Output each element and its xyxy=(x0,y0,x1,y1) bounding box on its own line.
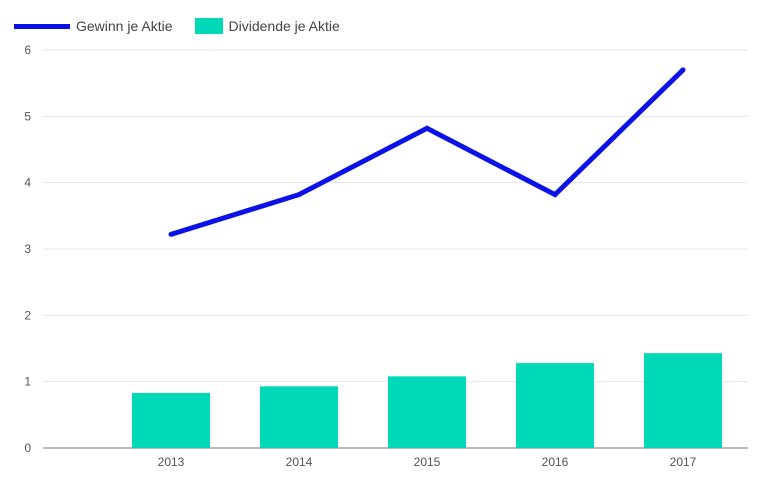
x-tick-label-2017: 2017 xyxy=(670,455,697,469)
y-tick-label-6: 6 xyxy=(24,43,31,57)
y-tick-label-4: 4 xyxy=(24,176,31,190)
x-tick-label-2014: 2014 xyxy=(286,455,313,469)
legend-item-dividende[interactable]: Dividende je Aktie xyxy=(194,18,340,34)
y-tick-label-1: 1 xyxy=(24,375,31,389)
bar-dividende-2016[interactable] xyxy=(516,363,594,448)
point-gewinn-2017[interactable] xyxy=(680,67,686,73)
bar-dividende-2015[interactable] xyxy=(388,376,466,448)
point-gewinn-2014[interactable] xyxy=(296,192,302,198)
y-tick-label-2: 2 xyxy=(24,308,31,322)
bar-dividende-2017[interactable] xyxy=(644,353,722,448)
line-series-gewinn[interactable] xyxy=(170,68,685,237)
x-tick-label-2016: 2016 xyxy=(542,455,569,469)
point-gewinn-2015[interactable] xyxy=(424,125,430,131)
x-tick-label-2013: 2013 xyxy=(158,455,185,469)
bar-dividende-2013[interactable] xyxy=(132,392,210,448)
legend: Gewinn je Aktie Dividende je Aktie xyxy=(14,18,362,34)
y-tick-label-5: 5 xyxy=(24,109,31,123)
legend-label-dividende: Dividende je Aktie xyxy=(228,18,340,34)
legend-item-gewinn[interactable]: Gewinn je Aktie xyxy=(14,18,173,34)
legend-swatch-gewinn xyxy=(14,23,70,29)
x-tick-label-2015: 2015 xyxy=(414,455,441,469)
point-gewinn-2016[interactable] xyxy=(552,192,558,198)
point-gewinn-2013[interactable] xyxy=(168,231,174,237)
bar-dividende-2014[interactable] xyxy=(260,386,338,448)
legend-label-gewinn: Gewinn je Aktie xyxy=(76,18,173,34)
y-tick-label-3: 3 xyxy=(24,242,31,256)
y-tick-label-0: 0 xyxy=(24,441,31,455)
legend-swatch-dividende xyxy=(194,18,223,34)
